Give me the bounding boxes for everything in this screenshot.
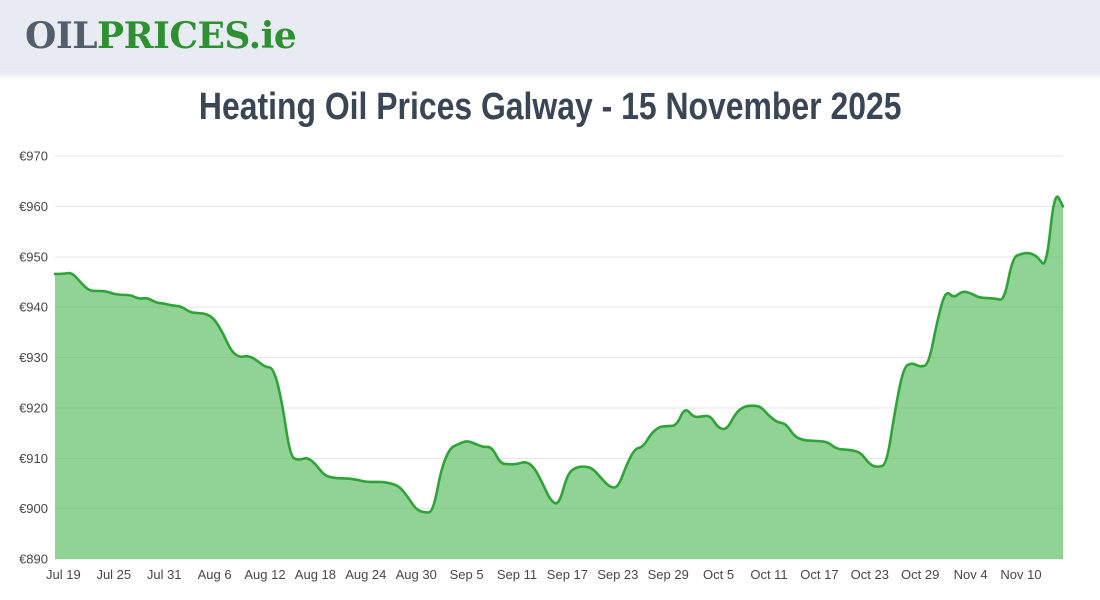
y-axis-label: €940 bbox=[19, 300, 48, 315]
y-axis-label: €970 bbox=[19, 149, 48, 164]
x-axis-label: Jul 25 bbox=[96, 567, 131, 582]
x-axis-label: Sep 11 bbox=[497, 567, 537, 582]
logo-text-ie: .ie bbox=[248, 14, 297, 57]
x-axis-label: Aug 30 bbox=[396, 567, 437, 582]
x-axis-label: Oct 23 bbox=[851, 567, 889, 582]
y-axis-label: €950 bbox=[19, 249, 48, 264]
y-axis-label: €890 bbox=[19, 552, 48, 567]
y-axis-label: €930 bbox=[19, 350, 48, 365]
x-axis-label: Oct 29 bbox=[901, 567, 939, 582]
site-header: OILPRICES.ie bbox=[0, 0, 1100, 80]
x-axis-label: Nov 10 bbox=[1000, 567, 1041, 582]
x-axis-label: Sep 23 bbox=[597, 567, 638, 582]
price-area-fill bbox=[55, 196, 1063, 559]
y-axis-label: €920 bbox=[19, 400, 48, 415]
x-axis-label: Jul 19 bbox=[46, 567, 81, 582]
x-axis-label: Sep 17 bbox=[547, 567, 588, 582]
x-axis-label: Jul 31 bbox=[147, 567, 182, 582]
x-axis-label: Aug 18 bbox=[295, 567, 336, 582]
page-title-text: Heating Oil Prices Galway - 15 November … bbox=[198, 86, 902, 128]
x-axis-label: Oct 11 bbox=[750, 567, 787, 582]
y-axis-label: €960 bbox=[19, 199, 48, 214]
page-title: Heating Oil Prices Galway - 15 November … bbox=[0, 86, 1100, 136]
x-axis-label: Nov 4 bbox=[954, 567, 988, 582]
x-axis-label: Sep 5 bbox=[450, 567, 484, 582]
x-axis-label: Aug 12 bbox=[244, 567, 285, 582]
x-axis-label: Oct 5 bbox=[703, 567, 734, 582]
x-axis-label: Aug 6 bbox=[198, 567, 232, 582]
y-axis-label: €900 bbox=[19, 501, 48, 516]
logo-text-prices: PRICES bbox=[97, 14, 249, 57]
x-axis-label: Sep 29 bbox=[648, 567, 689, 582]
price-line bbox=[53, 195, 1065, 514]
x-axis-label: Aug 24 bbox=[345, 567, 386, 582]
site-logo[interactable]: OILPRICES.ie bbox=[25, 14, 297, 57]
y-axis-label: €910 bbox=[19, 451, 48, 466]
x-axis-label: Oct 17 bbox=[800, 567, 838, 582]
logo-text-oil: OIL bbox=[25, 14, 98, 57]
